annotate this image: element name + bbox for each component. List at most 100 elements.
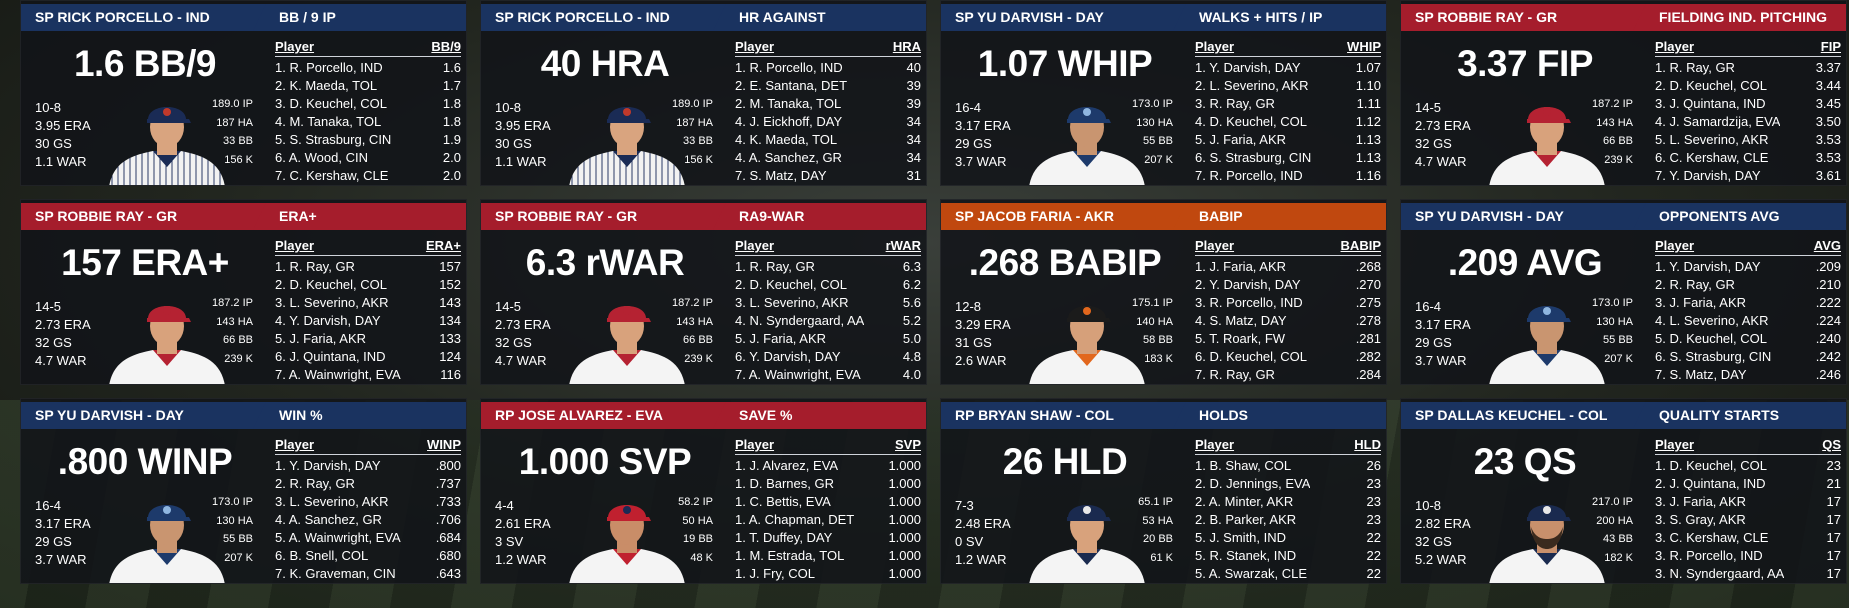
stat-line: 19 BB: [683, 533, 713, 545]
table-row[interactable]: 1. Y. Darvish, DAY 1.07: [1195, 59, 1381, 77]
table-row[interactable]: 5. R. Stanek, IND 22: [1195, 547, 1381, 565]
table-row[interactable]: 1. R. Ray, GR 157: [275, 258, 461, 276]
table-row[interactable]: 4. Y. Darvish, DAY 134: [275, 312, 461, 330]
table-row[interactable]: 1. A. Chapman, DET 1.000: [735, 511, 921, 529]
table-row[interactable]: 7. Y. Darvish, DAY 3.61: [1655, 167, 1841, 185]
table-row[interactable]: 1. C. Bettis, EVA 1.000: [735, 493, 921, 511]
table-row[interactable]: 4. S. Matz, DAY .278: [1195, 312, 1381, 330]
table-row[interactable]: 5. S. Strasburg, CIN 1.9: [275, 131, 461, 149]
row-value: 3.37: [1815, 60, 1841, 75]
table-row[interactable]: 1. Y. Darvish, DAY .800: [275, 457, 461, 475]
table-row[interactable]: 2. D. Keuchel, COL 6.2: [735, 276, 921, 294]
table-row[interactable]: 5. J. Smith, IND 22: [1195, 529, 1381, 547]
table-row[interactable]: 3. D. Keuchel, COL 1.8: [275, 95, 461, 113]
table-row[interactable]: 3. J. Faria, AKR .222: [1655, 294, 1841, 312]
table-row[interactable]: 2. D. Keuchel, COL 3.44: [1655, 77, 1841, 95]
table-row[interactable]: 7. C. Kershaw, CLE 2.0: [275, 167, 461, 185]
table-row[interactable]: 6. D. Keuchel, COL .282: [1195, 348, 1381, 366]
table-row[interactable]: 3. L. Severino, AKR 5.6: [735, 294, 921, 312]
table-row[interactable]: 1. Y. Darvish, DAY .209: [1655, 258, 1841, 276]
table-row[interactable]: 5. J. Faria, AKR 5.0: [735, 330, 921, 348]
table-row[interactable]: 7. K. Graveman, CIN .643: [275, 565, 461, 583]
table-row[interactable]: 4. A. Sanchez, GR .706: [275, 511, 461, 529]
table-row[interactable]: 3. N. Syndergaard, AA 17: [1655, 565, 1841, 583]
table-row[interactable]: 1. R. Ray, GR 3.37: [1655, 59, 1841, 77]
table-row[interactable]: 1. J. Alvarez, EVA 1.000: [735, 457, 921, 475]
player-stats-left: 10-8 3.95 ERA 30 GS 1.1 WAR: [495, 99, 551, 171]
stat-line: 1.1 WAR: [35, 154, 87, 169]
table-row[interactable]: 7. S. Matz, DAY .246: [1655, 366, 1841, 384]
column-header-stat: HLD: [1354, 437, 1381, 452]
table-row[interactable]: 5. T. Roark, FW .281: [1195, 330, 1381, 348]
table-row[interactable]: 2. K. Maeda, TOL 1.7: [275, 77, 461, 95]
table-row[interactable]: 5. D. Keuchel, COL .240: [1655, 330, 1841, 348]
table-row[interactable]: 1. D. Keuchel, COL 23: [1655, 457, 1841, 475]
table-row[interactable]: 2. D. Keuchel, COL 152: [275, 276, 461, 294]
table-row[interactable]: 4. J. Eickhoff, DAY 34: [735, 113, 921, 131]
table-row[interactable]: 1. M. Estrada, TOL 1.000: [735, 547, 921, 565]
table-row[interactable]: 3. R. Porcello, IND 17: [1655, 547, 1841, 565]
table-row[interactable]: 2. M. Tanaka, TOL 39: [735, 95, 921, 113]
table-row[interactable]: 4. N. Syndergaard, AA 5.2: [735, 312, 921, 330]
leaderboard-table: Player FIP 1. R. Ray, GR 3.37 2. D. Keuchel,…: [1655, 39, 1841, 185]
row-player: 6. C. Kershaw, CLE: [1655, 150, 1769, 165]
table-row[interactable]: 3. C. Kershaw, CLE 17: [1655, 529, 1841, 547]
player-stats-left: 14-5 2.73 ERA 32 GS 4.7 WAR: [495, 298, 551, 370]
table-row[interactable]: 7. A. Wainwright, EVA 116: [275, 366, 461, 384]
table-row[interactable]: 6. S. Strasburg, CIN .242: [1655, 348, 1841, 366]
table-row[interactable]: 7. R. Ray, GR .284: [1195, 366, 1381, 384]
row-player: 5. J. Smith, IND: [1195, 530, 1287, 545]
table-row[interactable]: 4. L. Severino, AKR .224: [1655, 312, 1841, 330]
row-value: 1.8: [442, 114, 461, 129]
player-stats-left: 14-5 2.73 ERA 32 GS 4.7 WAR: [35, 298, 91, 370]
table-row[interactable]: 5. A. Swarzak, CLE 22: [1195, 565, 1381, 583]
table-row[interactable]: 5. J. Faria, AKR 1.13: [1195, 131, 1381, 149]
table-row[interactable]: 3. J. Faria, AKR 17: [1655, 493, 1841, 511]
table-row[interactable]: 1. D. Barnes, GR 1.000: [735, 475, 921, 493]
table-row[interactable]: 3. L. Severino, AKR 143: [275, 294, 461, 312]
table-row[interactable]: 6. A. Wood, CIN 2.0: [275, 149, 461, 167]
table-row[interactable]: 4. M. Tanaka, TOL 1.8: [275, 113, 461, 131]
table-row[interactable]: 1. R. Porcello, IND 1.6: [275, 59, 461, 77]
table-row[interactable]: 1. J. Faria, AKR .268: [1195, 258, 1381, 276]
row-value: 3.45: [1815, 96, 1841, 111]
table-row[interactable]: 1. J. Fry, COL 1.000: [735, 565, 921, 583]
table-row[interactable]: 4. A. Sanchez, GR 34: [735, 149, 921, 167]
table-row[interactable]: 6. S. Strasburg, CIN 1.13: [1195, 149, 1381, 167]
table-row[interactable]: 5. L. Severino, AKR 3.53: [1655, 131, 1841, 149]
table-row[interactable]: 2. Y. Darvish, DAY .270: [1195, 276, 1381, 294]
row-player: 1. R. Ray, GR: [275, 259, 355, 274]
table-row[interactable]: 4. K. Maeda, TOL 34: [735, 131, 921, 149]
table-row[interactable]: 3. R. Ray, GR 1.11: [1195, 95, 1381, 113]
table-row[interactable]: 1. R. Porcello, IND 40: [735, 59, 921, 77]
stat-line: 29 GS: [35, 534, 72, 549]
category-title: SAVE %: [713, 402, 926, 429]
table-row[interactable]: 7. R. Porcello, IND 1.16: [1195, 167, 1381, 185]
table-row[interactable]: 6. C. Kershaw, CLE 3.53: [1655, 149, 1841, 167]
table-row[interactable]: 2. E. Santana, DET 39: [735, 77, 921, 95]
table-row[interactable]: 2. A. Minter, AKR 23: [1195, 493, 1381, 511]
table-row[interactable]: 2. B. Parker, AKR 23: [1195, 511, 1381, 529]
table-row[interactable]: 5. J. Faria, AKR 133: [275, 330, 461, 348]
table-row[interactable]: 6. J. Quintana, IND 124: [275, 348, 461, 366]
table-row[interactable]: 2. R. Ray, GR .210: [1655, 276, 1841, 294]
table-row[interactable]: 6. B. Snell, COL .680: [275, 547, 461, 565]
table-row[interactable]: 2. D. Jennings, EVA 23: [1195, 475, 1381, 493]
row-value: 1.13: [1355, 150, 1381, 165]
table-row[interactable]: 3. J. Quintana, IND 3.45: [1655, 95, 1841, 113]
table-row[interactable]: 1. T. Duffey, DAY 1.000: [735, 529, 921, 547]
table-row[interactable]: 6. Y. Darvish, DAY 4.8: [735, 348, 921, 366]
table-row[interactable]: 2. J. Quintana, IND 21: [1655, 475, 1841, 493]
table-row[interactable]: 3. R. Porcello, IND .275: [1195, 294, 1381, 312]
table-row[interactable]: 2. R. Ray, GR .737: [275, 475, 461, 493]
table-row[interactable]: 4. J. Samardzija, EVA 3.50: [1655, 113, 1841, 131]
table-row[interactable]: 1. B. Shaw, COL 26: [1195, 457, 1381, 475]
table-row[interactable]: 2. L. Severino, AKR 1.10: [1195, 77, 1381, 95]
table-row[interactable]: 3. S. Gray, AKR 17: [1655, 511, 1841, 529]
table-row[interactable]: 3. L. Severino, AKR .733: [275, 493, 461, 511]
table-row[interactable]: 5. A. Wainwright, EVA .684: [275, 529, 461, 547]
table-row[interactable]: 7. A. Wainwright, EVA 4.0: [735, 366, 921, 384]
table-row[interactable]: 7. S. Matz, DAY 31: [735, 167, 921, 185]
table-row[interactable]: 4. D. Keuchel, COL 1.12: [1195, 113, 1381, 131]
table-row[interactable]: 1. R. Ray, GR 6.3: [735, 258, 921, 276]
